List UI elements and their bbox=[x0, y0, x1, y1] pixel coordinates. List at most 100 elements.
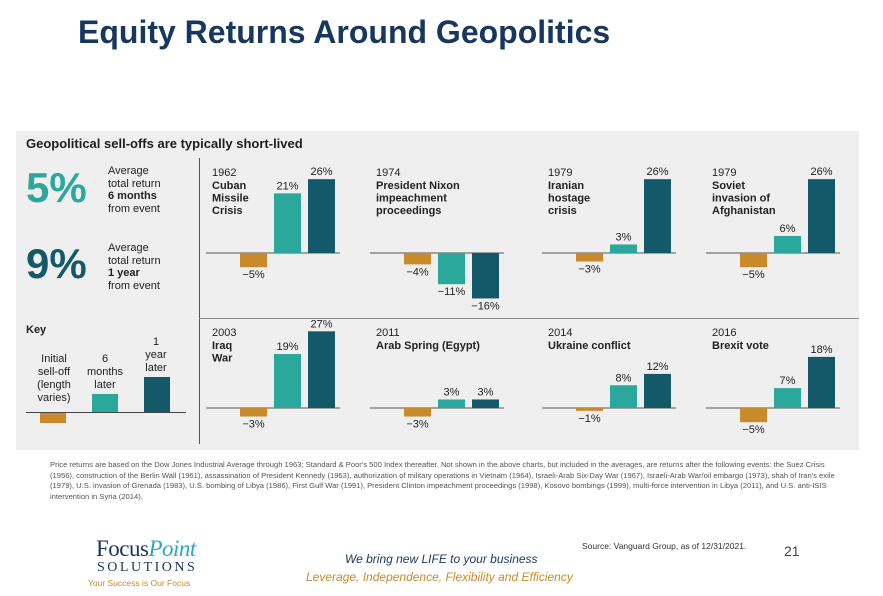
bar-1-year bbox=[308, 179, 335, 253]
logo: FocusPoint bbox=[96, 536, 196, 562]
tagline-secondary: Leverage, Independence, Flexibility and … bbox=[306, 570, 573, 584]
bar-6-months bbox=[774, 388, 801, 408]
bar-selloff bbox=[404, 408, 431, 417]
bar-label: −5% bbox=[242, 269, 265, 281]
event-name: Missile bbox=[212, 193, 249, 205]
bar-selloff bbox=[740, 408, 767, 423]
chart-subtitle: Geopolitical sell-offs are typically sho… bbox=[26, 136, 303, 151]
logo-solutions: SOLUTIONS bbox=[97, 560, 198, 575]
bar-1-year bbox=[472, 399, 499, 408]
bar-1-year bbox=[644, 373, 671, 408]
event-year: 2014 bbox=[548, 327, 572, 339]
bar-selloff bbox=[404, 253, 431, 265]
key-axis bbox=[26, 412, 186, 413]
event-name: Iranian bbox=[548, 180, 584, 192]
divider-vertical bbox=[199, 158, 200, 444]
bar-label: 26% bbox=[310, 166, 332, 178]
bar-label: −11% bbox=[438, 286, 466, 298]
event-name: impeachment bbox=[376, 193, 447, 205]
bar-6-months bbox=[274, 354, 301, 408]
event-name: Soviet bbox=[712, 180, 745, 192]
event-name: invasion of bbox=[712, 193, 770, 205]
event-name: Iraq bbox=[212, 340, 232, 352]
stat-1-year-text: Average total return 1 year from event bbox=[108, 242, 161, 292]
bar-label: 6% bbox=[780, 223, 796, 235]
bar-1-year bbox=[472, 253, 499, 299]
key-label-1-year: 1 year later bbox=[145, 336, 167, 374]
bar-label: −5% bbox=[742, 424, 765, 436]
source-note: Source: Vanguard Group, as of 12/31/2021… bbox=[582, 541, 747, 551]
event-year: 1974 bbox=[376, 167, 400, 179]
bar-label: 7% bbox=[780, 375, 796, 387]
event-name: Arab Spring (Egypt) bbox=[376, 340, 480, 352]
bar-label: −3% bbox=[578, 264, 601, 276]
event-name: crisis bbox=[548, 205, 577, 217]
bar-6-months bbox=[274, 193, 301, 253]
event-name: Brexit vote bbox=[712, 340, 769, 352]
bar-label: 18% bbox=[810, 344, 832, 356]
bar-label: −4% bbox=[406, 266, 429, 278]
page-number: 21 bbox=[784, 543, 800, 559]
bar-label: 21% bbox=[276, 180, 298, 192]
tagline-primary: We bring new LIFE to your business bbox=[345, 552, 538, 566]
footnote: Price returns are based on the Dow Jones… bbox=[50, 460, 835, 501]
key-swatch-initial bbox=[40, 413, 66, 423]
event-name: President Nixon bbox=[376, 180, 460, 192]
logo-point: Point bbox=[148, 536, 196, 561]
logo-focus: Focus bbox=[96, 536, 149, 561]
bar-label: −1% bbox=[578, 413, 601, 425]
bar-selloff bbox=[740, 253, 767, 268]
bar-label: −16% bbox=[471, 300, 500, 312]
bar-label: 26% bbox=[646, 166, 668, 178]
event-year: 2011 bbox=[376, 327, 400, 339]
divider-horizontal bbox=[199, 318, 859, 319]
event-year: 2016 bbox=[712, 327, 736, 339]
bar-1-year bbox=[808, 179, 835, 253]
bar-label: 19% bbox=[276, 341, 298, 353]
bar-6-months bbox=[438, 253, 465, 285]
event-name: Crisis bbox=[212, 205, 243, 217]
bar-label: 26% bbox=[810, 166, 832, 178]
key-swatch-1-year bbox=[144, 377, 170, 412]
stat-6-month-text: Average total return 6 months from event bbox=[108, 165, 161, 215]
event-year: 2003 bbox=[212, 327, 236, 339]
event-year: 1979 bbox=[712, 167, 736, 179]
bar-selloff bbox=[576, 408, 603, 411]
event-name: hostage bbox=[548, 193, 590, 205]
bar-1-year bbox=[644, 179, 671, 253]
bar-label: 12% bbox=[646, 361, 668, 373]
bar-label: −3% bbox=[242, 419, 265, 431]
bar-1-year bbox=[808, 356, 835, 408]
bar-6-months bbox=[438, 399, 465, 408]
bar-label: 27% bbox=[310, 318, 332, 330]
key-swatch-6-months bbox=[92, 394, 118, 412]
key-label-6-months: 6 months later bbox=[86, 353, 124, 391]
bar-6-months bbox=[610, 385, 637, 408]
bar-selloff bbox=[576, 253, 603, 262]
bar-label: −5% bbox=[742, 269, 765, 281]
bar-1-year bbox=[308, 331, 335, 408]
bar-selloff bbox=[240, 408, 267, 417]
event-name: proceedings bbox=[376, 205, 441, 217]
logo-tagline: Your Success is Our Focus bbox=[88, 578, 191, 588]
bar-selloff bbox=[240, 253, 267, 268]
page-title: Equity Returns Around Geopolitics bbox=[78, 14, 611, 50]
bar-6-months bbox=[774, 235, 801, 253]
bar-6-months bbox=[610, 244, 637, 253]
event-year: 1979 bbox=[548, 167, 572, 179]
bar-label: 3% bbox=[616, 231, 632, 243]
event-name: Afghanistan bbox=[712, 205, 776, 217]
bar-label: −3% bbox=[406, 419, 429, 431]
key-label-initial: Initial sell-off (length varies) bbox=[37, 353, 71, 404]
event-name: Cuban bbox=[212, 180, 247, 192]
stat-1-year-value: 9% bbox=[26, 240, 87, 287]
event-name: War bbox=[212, 353, 233, 365]
key-title: Key bbox=[26, 324, 47, 336]
bar-label: 3% bbox=[478, 386, 494, 398]
bar-label: 3% bbox=[444, 386, 460, 398]
bar-label: 8% bbox=[616, 372, 632, 384]
event-name: Ukraine conflict bbox=[548, 340, 631, 352]
stat-6-month-value: 5% bbox=[26, 164, 87, 211]
event-year: 1962 bbox=[212, 167, 236, 179]
